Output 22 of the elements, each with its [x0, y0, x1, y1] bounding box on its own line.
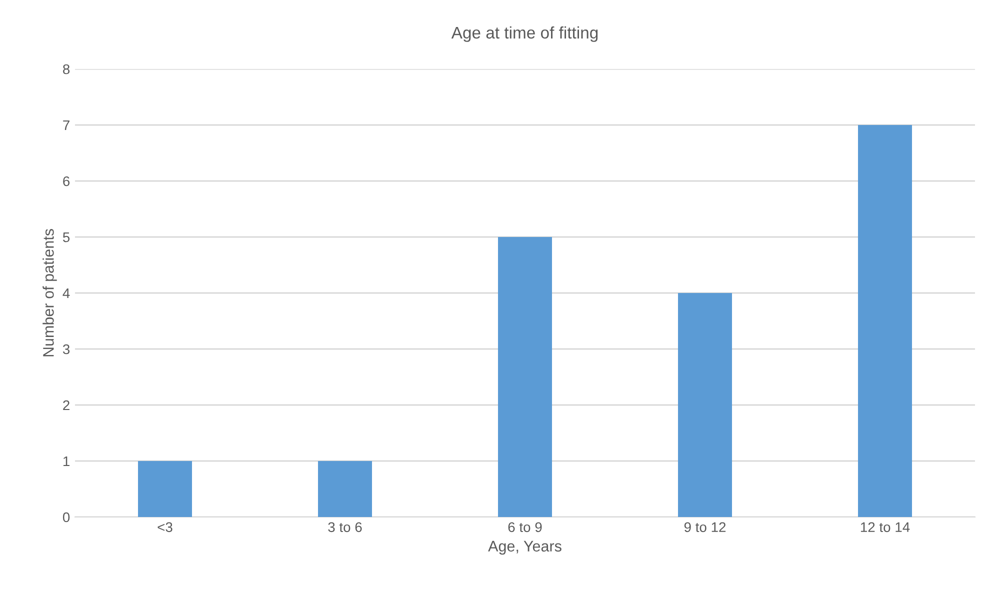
- chart-title: Age at time of fitting: [451, 26, 598, 42]
- y-tick-label: 4: [62, 288, 70, 298]
- y-tick-label: 2: [63, 400, 70, 410]
- bar: [678, 293, 732, 517]
- y-tick-label: 8: [63, 64, 70, 74]
- bar: [858, 125, 912, 517]
- x-tick-label: 9 to 12: [684, 522, 726, 532]
- x-tick-label: <3: [158, 522, 172, 532]
- bar: [318, 461, 372, 517]
- bar: [498, 237, 552, 517]
- y-tick-label: 3: [62, 344, 70, 354]
- y-axis-title: Number of patients: [42, 229, 57, 356]
- x-tick-label: 3 to 6: [328, 522, 362, 532]
- y-tick-label: 0: [62, 512, 70, 522]
- y-tick-label: 7: [63, 120, 70, 130]
- x-tick-label: 6 to 9: [508, 522, 542, 532]
- y-tick-label: 5: [62, 232, 70, 242]
- bar: [138, 461, 192, 517]
- x-axis-title: Age, Years: [488, 540, 562, 555]
- y-tick-label: 6: [63, 176, 70, 186]
- x-tick-label: 12 to 14: [860, 522, 910, 532]
- y-tick-label: 1: [63, 456, 70, 466]
